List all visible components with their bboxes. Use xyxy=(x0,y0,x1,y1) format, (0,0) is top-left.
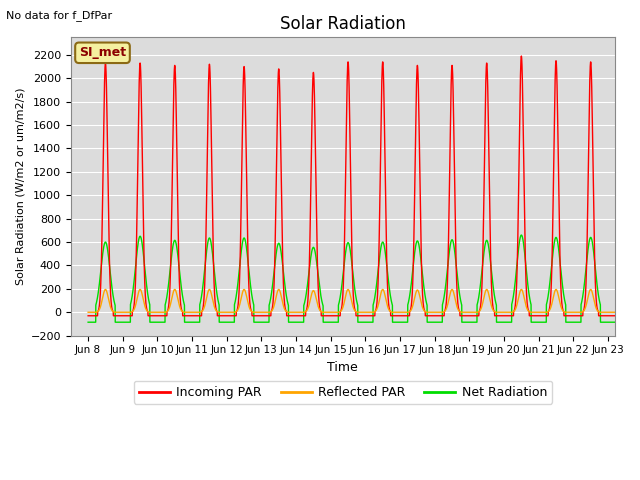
X-axis label: Time: Time xyxy=(328,361,358,374)
Text: SI_met: SI_met xyxy=(79,46,126,60)
Y-axis label: Solar Radiation (W/m2 or um/m2/s): Solar Radiation (W/m2 or um/m2/s) xyxy=(15,88,25,285)
Text: No data for f_DfPar: No data for f_DfPar xyxy=(6,10,113,21)
Title: Solar Radiation: Solar Radiation xyxy=(280,15,406,33)
Legend: Incoming PAR, Reflected PAR, Net Radiation: Incoming PAR, Reflected PAR, Net Radiati… xyxy=(134,381,552,404)
